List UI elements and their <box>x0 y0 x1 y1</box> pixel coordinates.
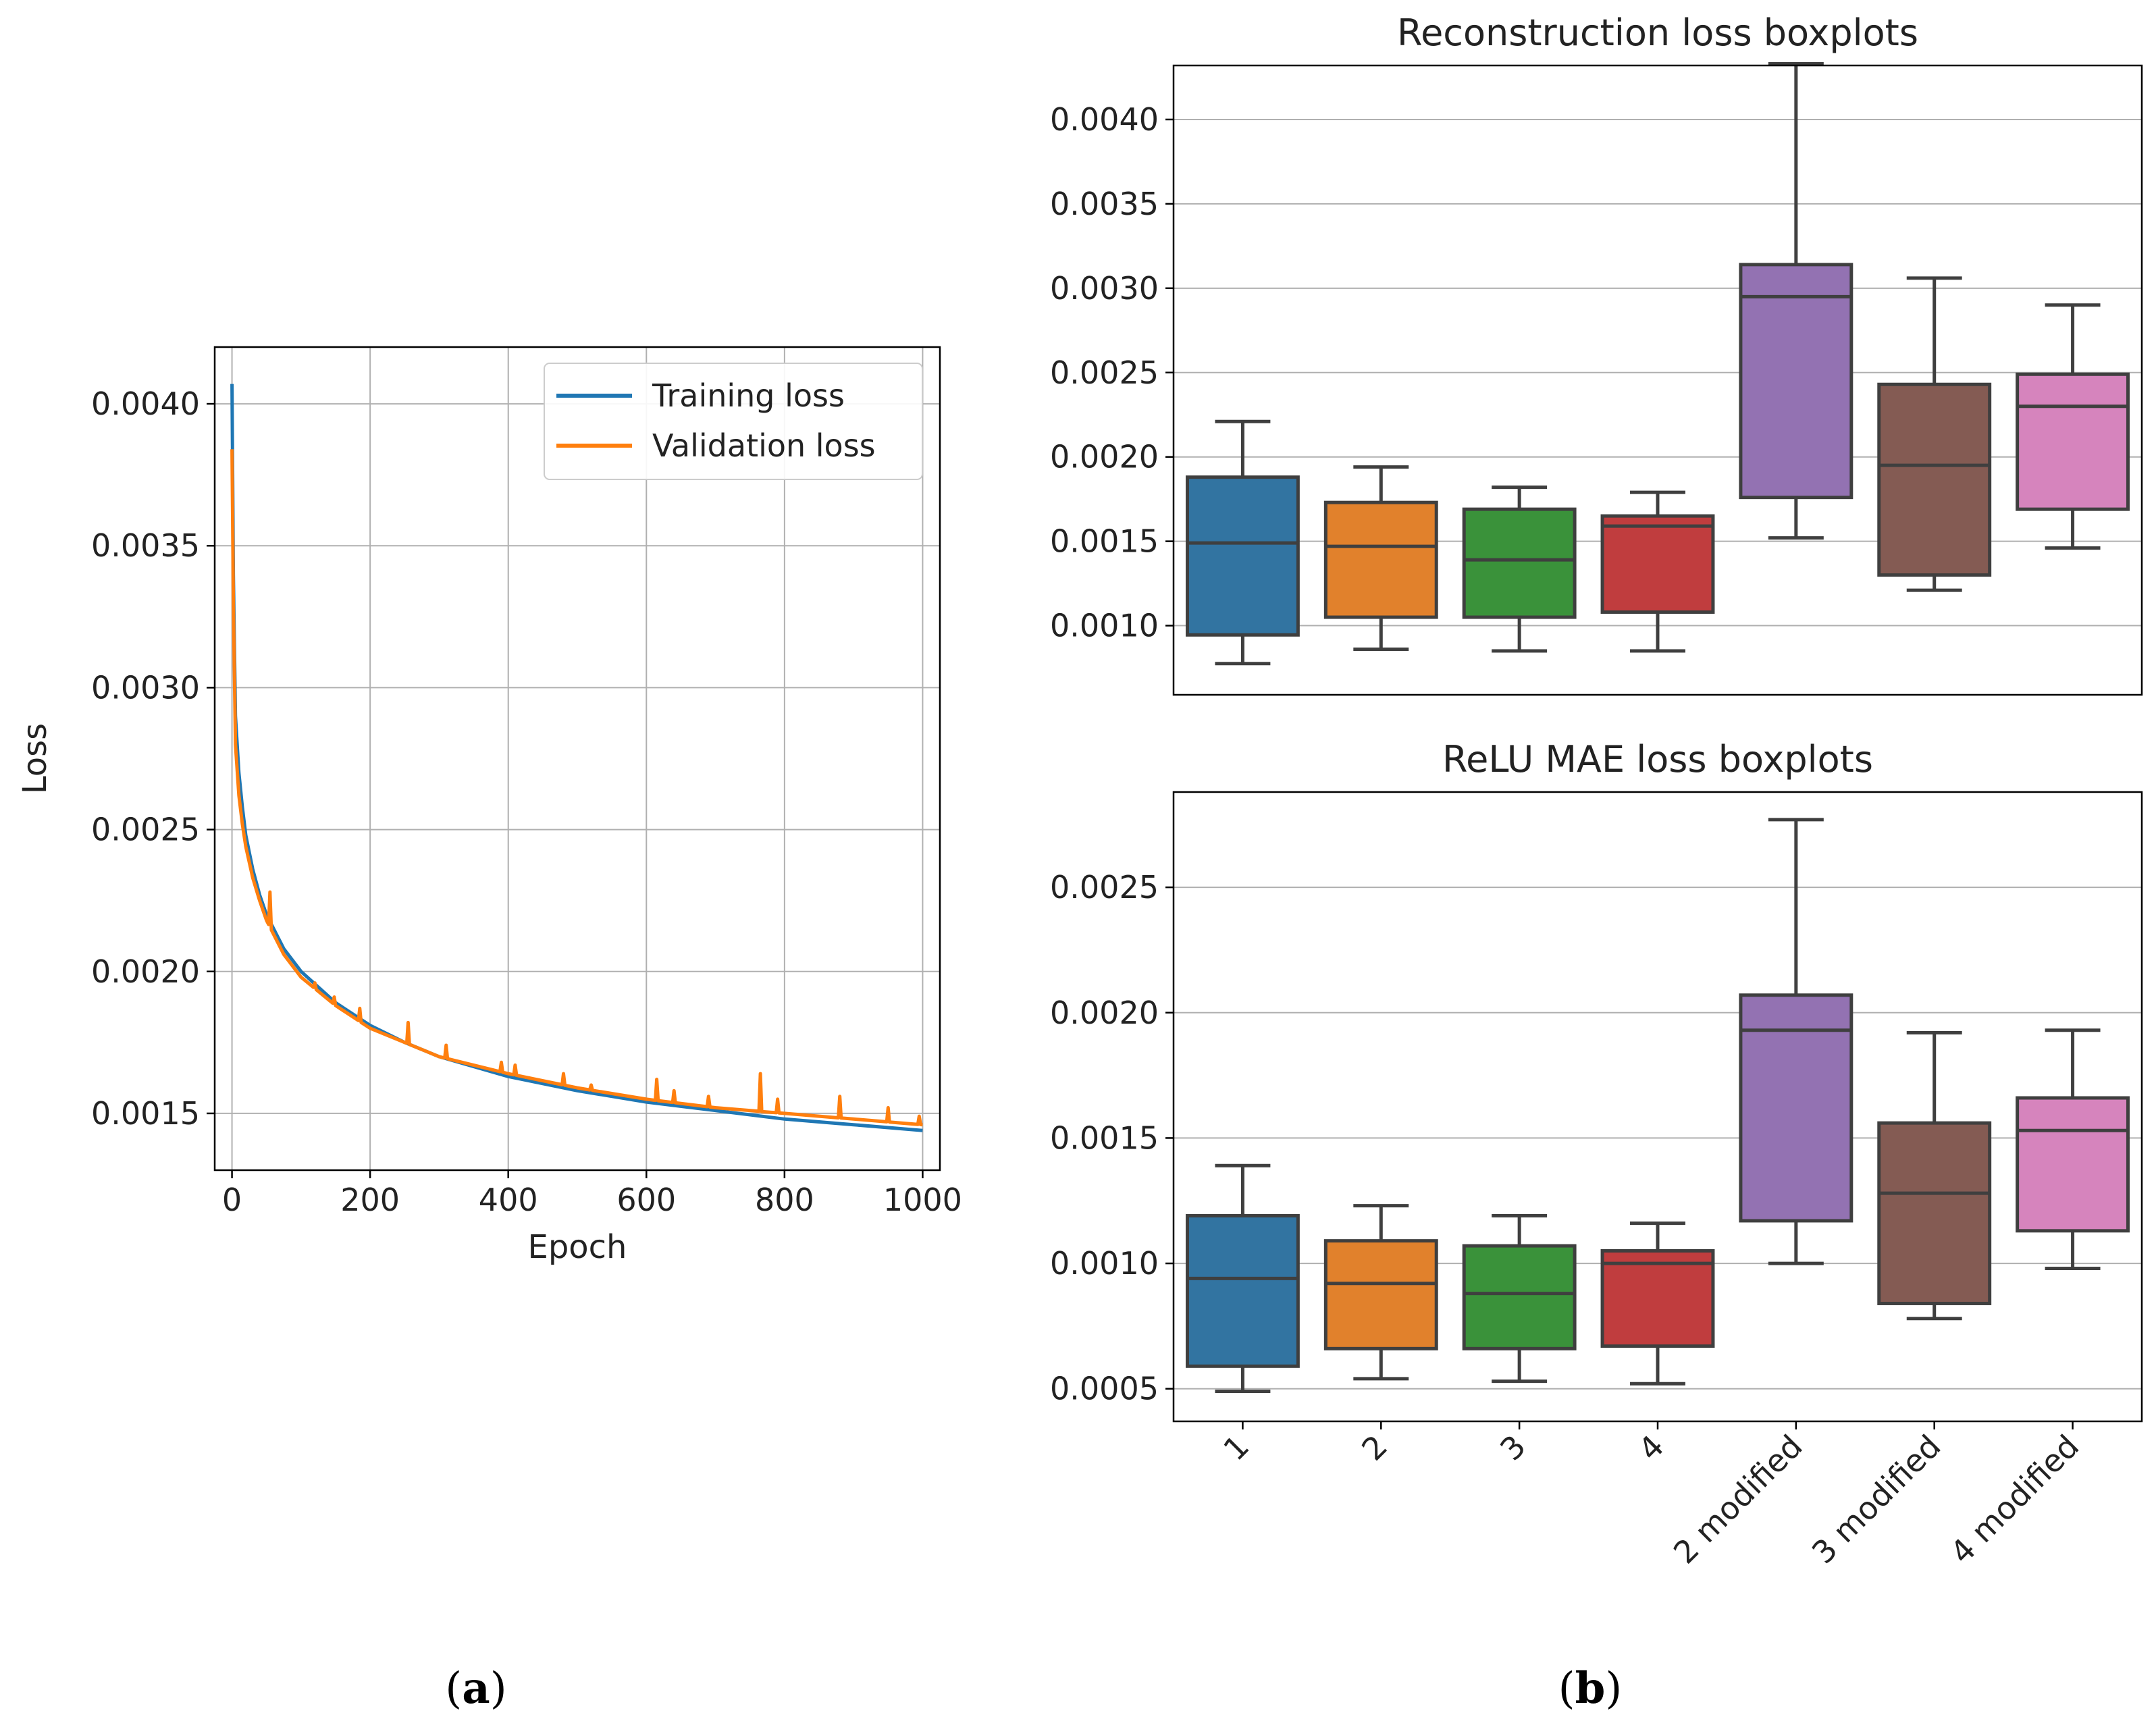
box-4-modified <box>2016 303 2130 550</box>
panel-a-label: (a) <box>445 1663 506 1714</box>
x-tick-label: 3 modified <box>1805 1428 1948 1571</box>
y-tick-label: 0.0020 <box>1050 439 1159 475</box>
box-4 <box>1600 490 1715 653</box>
x-tick-label: 4 modified <box>1943 1428 2086 1571</box>
iqr-box <box>1323 500 1438 619</box>
x-tick-label: 1000 <box>883 1182 962 1218</box>
y-tick-label: 0.0025 <box>91 812 200 848</box>
y-tick-label: 0.0020 <box>1050 995 1159 1031</box>
x-tick-label: 200 <box>340 1182 400 1218</box>
x-axis-label: Epoch <box>528 1228 627 1266</box>
y-tick-label: 0.0035 <box>91 527 200 564</box>
box-1 <box>1185 1163 1300 1393</box>
plot-frame <box>1172 64 2143 696</box>
y-tick-label: 0.0010 <box>1050 608 1159 644</box>
x-tick-label: 4 <box>1631 1428 1671 1468</box>
y-tick-label: 0.0040 <box>91 386 200 422</box>
box-2 <box>1323 1204 1438 1381</box>
iqr-box <box>1462 1244 1577 1350</box>
box-2 <box>1323 465 1438 652</box>
y-tick-label: 0.0040 <box>1050 101 1159 138</box>
x-tick-label: 600 <box>616 1182 676 1218</box>
iqr-box <box>1462 507 1577 619</box>
x-tick-label: 2 <box>1355 1428 1394 1468</box>
y-tick-label: 0.0030 <box>1050 270 1159 307</box>
iqr-box <box>1323 1239 1438 1350</box>
iqr-box <box>1739 263 1853 500</box>
y-tick-label: 0.0020 <box>91 953 200 990</box>
plot-frame <box>213 346 941 1172</box>
iqr-box <box>1877 382 1992 577</box>
box-3 <box>1462 1214 1577 1384</box>
y-tick-label: 0.0025 <box>1050 869 1159 905</box>
box-1 <box>1185 419 1300 666</box>
y-tick-label: 0.0015 <box>91 1095 200 1132</box>
box-3-modified <box>1877 1030 1992 1321</box>
box-3 <box>1462 485 1577 653</box>
legend-box <box>544 363 923 480</box>
panel-b-reconstruction-boxplot: 0.0010 0.0015 0.0020 0.0025 0.0030 0.0035 0.00… <box>1050 11 2143 696</box>
box-4-modified <box>2016 1028 2130 1270</box>
iqr-box <box>1739 993 1853 1223</box>
iqr-box <box>1185 475 1300 637</box>
iqr-box <box>2016 1096 2130 1233</box>
y-tick-label: 0.0015 <box>1050 1120 1159 1156</box>
panel-a-line-chart: 0 200 400 600 800 1000 0.0015 0.0020 0.0025 0.003… <box>16 346 962 1266</box>
legend-label: Training loss <box>652 377 845 414</box>
iqr-box <box>1600 1249 1715 1348</box>
legend-label: Validation loss <box>652 427 876 464</box>
x-tick-label: 400 <box>479 1182 538 1218</box>
y-tick-label: 0.0030 <box>91 669 200 706</box>
y-tick-label: 0.0005 <box>1050 1371 1159 1407</box>
box-2-modified <box>1739 62 1853 540</box>
iqr-box <box>1600 514 1715 614</box>
y-tick-label: 0.0010 <box>1050 1245 1159 1282</box>
box-4 <box>1600 1221 1715 1386</box>
iqr-box <box>1185 1214 1300 1368</box>
y-tick-label: 0.0025 <box>1050 354 1159 391</box>
box-2-modified <box>1739 818 1853 1265</box>
iqr-box <box>1877 1121 1992 1305</box>
x-tick-label: 1 <box>1216 1428 1256 1468</box>
panel-b-relu-mae-boxplot: 0.0005 0.0010 0.0015 0.0020 0.0025 ReLU MAE l… <box>1050 738 2143 1571</box>
y-tick-label: 0.0035 <box>1050 186 1159 222</box>
y-tick-label: 0.0015 <box>1050 523 1159 560</box>
x-tick-label: 0 <box>222 1182 242 1218</box>
box-3-modified <box>1877 276 1992 592</box>
chart-title: ReLU MAE loss boxplots <box>1442 738 1873 781</box>
iqr-box <box>2016 372 2130 511</box>
series-line-training <box>230 384 923 1132</box>
series-line-validation <box>230 449 923 1127</box>
x-tick-label: 800 <box>755 1182 814 1218</box>
x-tick-label: 2 modified <box>1666 1428 1810 1571</box>
y-axis-label: Loss <box>16 723 54 794</box>
panel-b-label: (b) <box>1558 1663 1623 1714</box>
chart-title: Reconstruction loss boxplots <box>1397 11 1918 54</box>
x-tick-label: 3 <box>1493 1428 1533 1468</box>
